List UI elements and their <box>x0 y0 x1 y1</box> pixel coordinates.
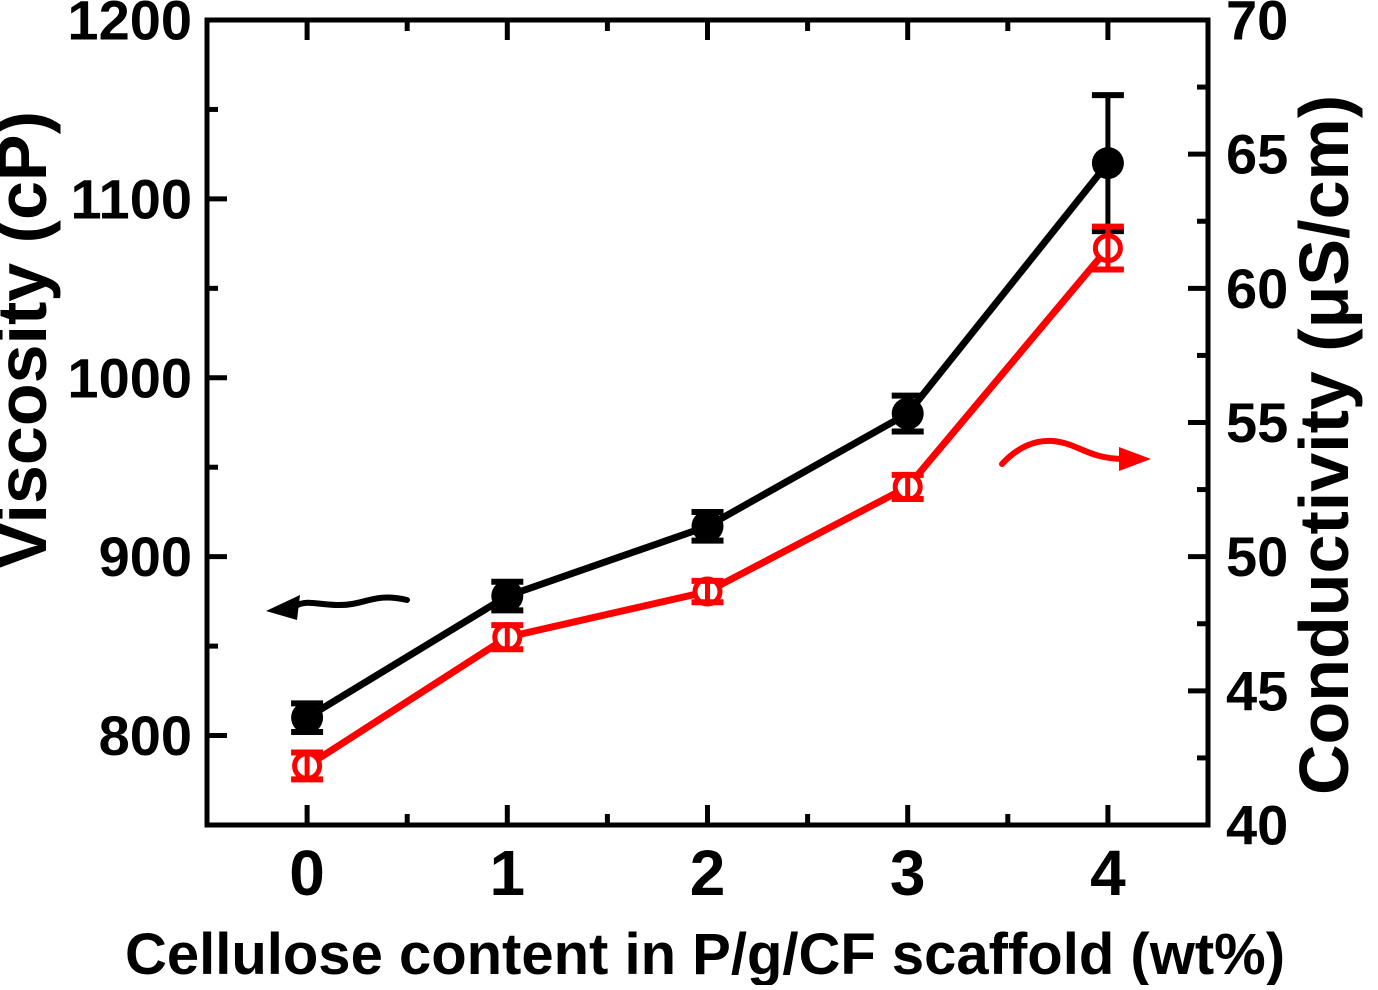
conductivity-error-bar <box>891 471 924 502</box>
left-axis-title: Viscosity (cP) <box>0 111 61 569</box>
arrow-head-left-icon <box>266 595 300 620</box>
right-axis-arrow-annotation <box>999 437 1151 471</box>
left-axis-arrow-annotation <box>266 594 410 620</box>
right-tick-label: 70 <box>1226 0 1288 52</box>
left-tick-label: 1000 <box>67 346 192 409</box>
arrow-tail <box>999 437 1127 467</box>
plot-box <box>204 17 1211 828</box>
right-axis-title: Conductivity (μS/cm) <box>1285 95 1363 795</box>
left-tick-label: 1200 <box>67 0 192 52</box>
conductivity-error-bar <box>291 749 324 783</box>
viscosity-marker <box>1091 147 1124 180</box>
x-tick-label: 2 <box>690 837 726 909</box>
x-tick-label: 1 <box>490 837 526 909</box>
right-tick-label: 60 <box>1226 257 1288 320</box>
right-tick-label: 50 <box>1226 525 1288 588</box>
right-tick-label: 40 <box>1226 794 1288 857</box>
conductivity-series <box>291 223 1124 783</box>
left-tick-label: 1100 <box>71 167 193 230</box>
viscosity-series <box>291 92 1124 735</box>
conductivity-error-bar <box>1091 223 1124 273</box>
x-tick-label: 0 <box>289 837 325 909</box>
viscosity-marker <box>491 580 524 613</box>
arrow-tail <box>292 594 410 609</box>
viscosity-marker <box>891 397 924 430</box>
viscosity-marker <box>691 510 724 543</box>
arrow-head-right-icon <box>1119 447 1151 471</box>
conductivity-error-bar <box>691 577 724 606</box>
right-tick-label: 45 <box>1226 659 1288 722</box>
viscosity-marker <box>291 701 324 734</box>
right-tick-label: 65 <box>1226 123 1288 186</box>
right-tick-label: 55 <box>1226 391 1288 454</box>
x-axis-title: Cellulose content in P/g/CF scaffold (wt… <box>125 922 1285 985</box>
left-tick-label: 900 <box>99 525 192 588</box>
x-tick-label: 4 <box>1090 837 1126 909</box>
x-tick-label: 3 <box>890 837 926 909</box>
conductivity-error-bar <box>491 622 524 653</box>
left-tick-label: 800 <box>99 704 192 767</box>
tick-labels: 0 1 2 3 4 800 900 1000 1100 1200 40 45 50 55 60 65 70 <box>67 0 1288 909</box>
